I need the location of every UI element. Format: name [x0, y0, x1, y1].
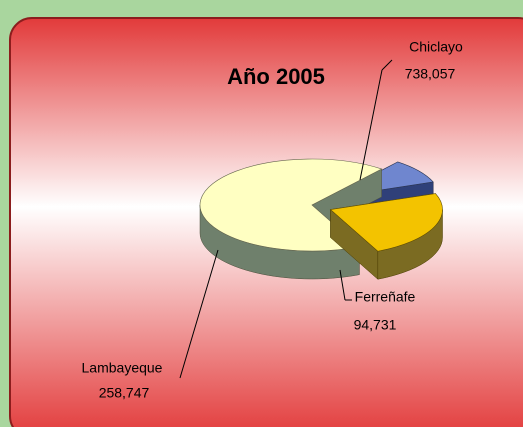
- chart-title: Año 2005: [227, 64, 325, 89]
- leader-line: [381, 59, 393, 71]
- value-label: 258,747: [99, 385, 150, 401]
- value-label: 94,731: [354, 317, 397, 333]
- slice-label: Lambayeque: [82, 360, 163, 376]
- leader-line: [339, 269, 346, 301]
- leader-line: [179, 249, 219, 379]
- slice-label: Chiclayo: [409, 39, 463, 55]
- value-label: 738,057: [405, 66, 456, 82]
- pie: [199, 158, 443, 280]
- slice-label: Ferreñafe: [355, 289, 416, 305]
- leader-line: [359, 69, 383, 181]
- slice: [329, 193, 443, 252]
